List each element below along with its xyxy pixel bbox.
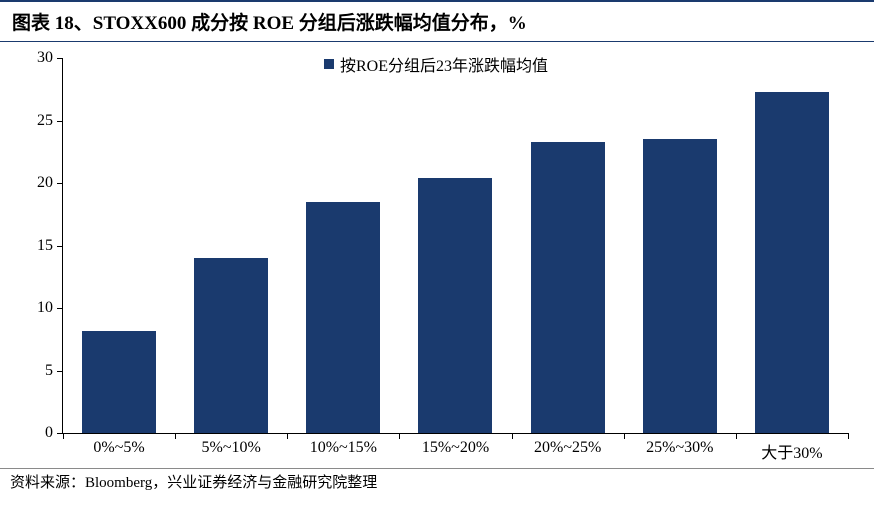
legend-swatch [324, 59, 334, 69]
x-axis-label: 0%~5% [93, 433, 144, 457]
bar [531, 142, 605, 433]
x-axis-label: 25%~30% [646, 433, 713, 457]
x-tick [736, 433, 737, 439]
x-axis-label: 10%~15% [310, 433, 377, 457]
y-axis-label: 10 [37, 299, 63, 317]
bar [418, 178, 492, 433]
y-axis-label: 30 [37, 49, 63, 67]
bar [82, 331, 156, 434]
x-axis-label: 5%~10% [202, 433, 261, 457]
plot-region: 0510152025300%~5%5%~10%10%~15%15%~20%20%… [62, 58, 848, 434]
legend-label: 按ROE分组后23年涨跌幅均值 [340, 52, 548, 76]
source-footer: 资料来源：Bloomberg，兴业证券经济与金融研究院整理 [0, 468, 874, 492]
y-axis-label: 5 [45, 362, 63, 380]
x-axis-label: 15%~20% [422, 433, 489, 457]
x-tick [175, 433, 176, 439]
x-tick [399, 433, 400, 439]
y-axis-label: 20 [37, 174, 63, 192]
chart-title: 图表 18、STOXX600 成分按 ROE 分组后涨跌幅均值分布，% [0, 0, 874, 42]
y-axis-label: 0 [45, 424, 63, 442]
bar [194, 258, 268, 433]
legend: 按ROE分组后23年涨跌幅均值 [324, 52, 548, 76]
bar [306, 202, 380, 433]
x-tick [624, 433, 625, 439]
x-axis-label: 20%~25% [534, 433, 601, 457]
chart-area: 按ROE分组后23年涨跌幅均值 0510152025300%~5%5%~10%1… [6, 46, 866, 466]
bar [643, 139, 717, 433]
y-axis-label: 15 [37, 237, 63, 255]
x-tick [848, 433, 849, 439]
x-tick [512, 433, 513, 439]
y-axis-label: 25 [37, 112, 63, 130]
x-axis-label: 大于30% [761, 433, 822, 463]
x-tick [63, 433, 64, 439]
bar [755, 92, 829, 433]
x-tick [287, 433, 288, 439]
